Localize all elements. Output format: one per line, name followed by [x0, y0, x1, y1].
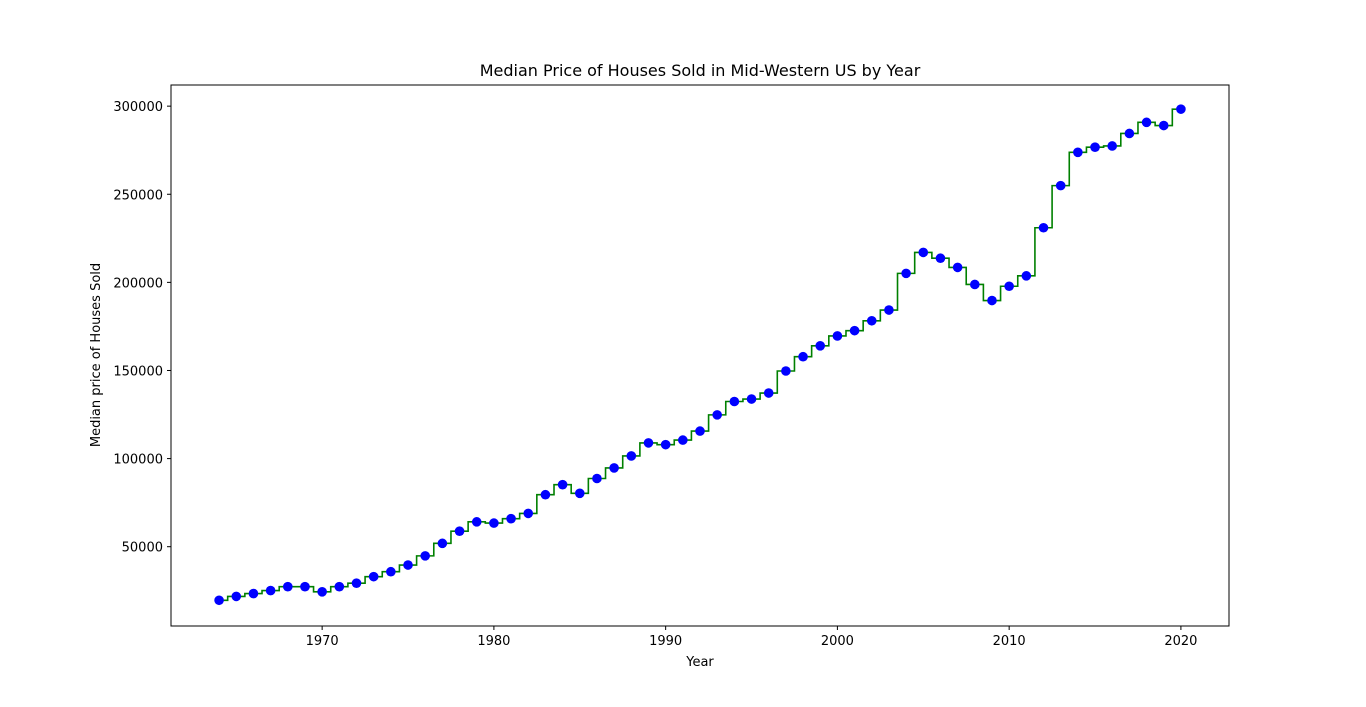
x-tick-label: 2020 — [1164, 634, 1197, 649]
data-point — [351, 578, 362, 588]
data-point — [437, 538, 448, 549]
x-tick-label: 1970 — [306, 634, 339, 649]
data-point — [248, 588, 259, 599]
data-point — [952, 262, 963, 273]
plot-area — [214, 104, 1186, 606]
data-point — [403, 560, 413, 570]
data-point — [300, 581, 310, 592]
chart-title: Median Price of Houses Sold in Mid-Weste… — [480, 61, 921, 80]
data-point — [660, 439, 671, 450]
data-point — [798, 351, 808, 362]
y-tick-label: 200000 — [113, 276, 163, 291]
data-point — [643, 438, 654, 448]
data-point — [832, 331, 843, 341]
y-tick-label: 50000 — [122, 541, 163, 556]
data-point — [970, 279, 980, 290]
data-point — [935, 253, 946, 264]
data-point — [1021, 271, 1032, 281]
data-point — [712, 410, 722, 420]
x-tick-label: 2010 — [993, 634, 1026, 649]
data-point — [420, 551, 430, 561]
data-point — [866, 315, 877, 326]
data-point — [729, 396, 740, 407]
data-point — [746, 394, 757, 404]
data-point — [557, 479, 568, 490]
data-point — [334, 581, 345, 592]
data-point — [1004, 281, 1014, 292]
x-tick-label: 1990 — [649, 634, 682, 649]
data-point — [317, 587, 327, 597]
data-point — [489, 518, 499, 528]
data-point — [386, 566, 396, 577]
data-point — [592, 473, 602, 484]
x-tick-label: 2000 — [821, 634, 854, 649]
x-axis: 1970 1980 1990 2000 2010 2020 — [306, 626, 1197, 649]
data-point — [574, 488, 585, 499]
data-point — [609, 463, 619, 473]
data-point — [214, 595, 224, 606]
data-point — [471, 517, 482, 527]
data-point — [540, 489, 551, 500]
data-point — [695, 426, 705, 436]
plot-frame — [170, 84, 1230, 627]
data-point — [626, 451, 637, 461]
y-axis-label: Median price of Houses Sold — [89, 263, 104, 447]
y-axis: 50000 100000 150000 200000 250000 300000 — [113, 100, 171, 556]
data-point — [849, 325, 860, 336]
x-tick-label: 1980 — [477, 634, 510, 649]
data-point — [1090, 142, 1100, 153]
y-tick-label: 100000 — [113, 453, 163, 468]
data-point — [1073, 147, 1083, 158]
data-point — [987, 295, 997, 306]
data-point — [1038, 222, 1049, 233]
data-point — [901, 268, 911, 279]
x-axis-label: Year — [685, 655, 714, 670]
y-tick-label: 250000 — [113, 188, 163, 203]
data-point — [1158, 120, 1169, 131]
data-point — [678, 435, 688, 445]
y-tick-label: 300000 — [113, 100, 163, 115]
data-point — [1055, 180, 1066, 191]
data-point — [884, 305, 894, 315]
data-point — [1107, 141, 1118, 151]
data-point — [763, 388, 774, 398]
data-point — [1141, 117, 1152, 128]
data-point — [454, 526, 465, 536]
data-point — [781, 366, 791, 376]
data-point — [506, 513, 516, 524]
data-point — [523, 508, 534, 519]
data-point — [282, 581, 293, 592]
y-tick-label: 150000 — [113, 364, 163, 379]
data-point — [1176, 104, 1186, 114]
data-point — [918, 247, 929, 258]
data-point — [231, 591, 242, 602]
data-point — [1124, 128, 1135, 139]
data-point — [368, 571, 379, 582]
data-point — [815, 341, 826, 351]
data-point — [265, 585, 276, 596]
